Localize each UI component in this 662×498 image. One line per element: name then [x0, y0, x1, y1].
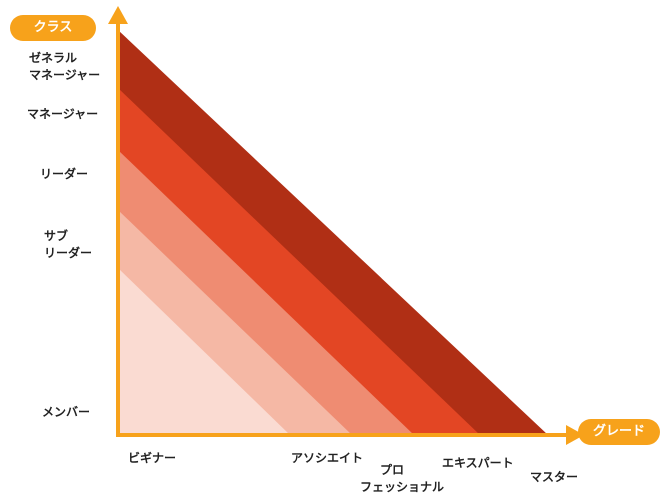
y-axis-arrowhead — [108, 6, 128, 24]
class-label-line: ゼネラル — [29, 51, 78, 65]
class-label-line: メンバー — [42, 405, 91, 419]
class-label-line: マネージャー — [29, 68, 101, 82]
class-label-manager: マネージャー — [27, 106, 98, 123]
grade-label-line: マスター — [530, 470, 579, 484]
grade-label-line: エキスパート — [442, 456, 514, 470]
grade-label-line: フェッショナル — [360, 480, 445, 494]
grade-label-line: アソシエイト — [291, 451, 364, 465]
grade-label-master: マスター — [530, 469, 578, 486]
x-axis-arrowhead — [566, 425, 584, 445]
grade-label-beginner: ビギナー — [128, 450, 176, 467]
y-axis-title: クラス — [33, 20, 73, 35]
y-axis-title-pill: クラス — [10, 15, 96, 41]
class-label-line: リーダー — [40, 167, 89, 181]
grade-label-line: プロ — [380, 463, 405, 477]
class-label-line: サブ — [44, 229, 69, 243]
class-label-leader: リーダー — [40, 166, 88, 183]
band-member — [118, 268, 290, 435]
grade-label-associate: アソシエイト — [291, 450, 363, 467]
class-label-line: マネージャー — [27, 107, 99, 121]
grade-label-professional: プロ フェッショナル — [360, 462, 444, 496]
class-label-line: リーダー — [44, 246, 93, 260]
class-label-sub-leader: サブ リーダー — [44, 228, 92, 262]
x-axis-title: グレード — [592, 424, 645, 439]
x-axis-title-pill: グレード — [578, 419, 660, 445]
grade-label-expert: エキスパート — [442, 455, 514, 472]
class-label-general-manager: ゼネラル マネージャー — [29, 50, 100, 84]
grade-label-line: ビギナー — [128, 451, 177, 465]
class-label-member: メンバー — [42, 404, 90, 421]
